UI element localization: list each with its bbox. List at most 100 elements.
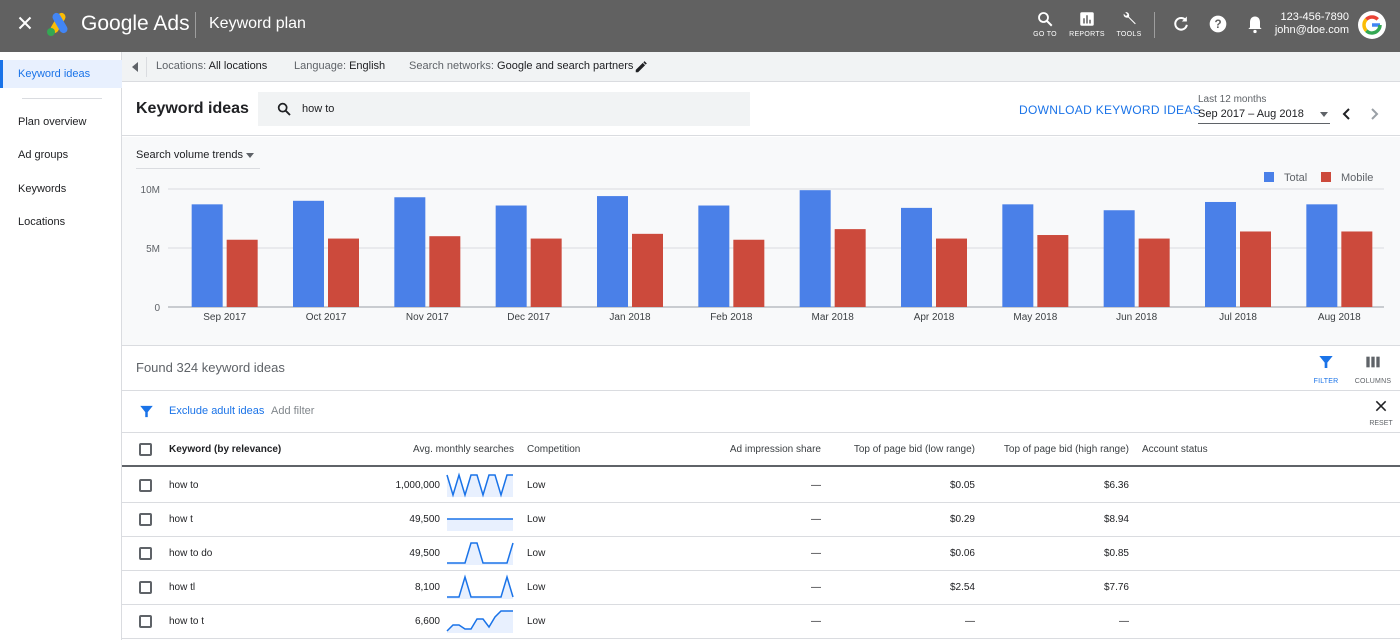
bar-total bbox=[901, 207, 932, 307]
row-checkbox[interactable] bbox=[139, 581, 152, 594]
plan-settings-bar: Locations: All locations Language: Engli… bbox=[122, 52, 1400, 82]
sidebar-item-ad-groups[interactable]: Ad groups bbox=[18, 149, 69, 161]
bar-mobile bbox=[226, 239, 258, 307]
search-volume-chart-panel: Search volume trends Total Mobile 0 5M 10M… bbox=[122, 137, 1400, 345]
header-bid-low[interactable]: Top of page bid (low range) bbox=[853, 444, 975, 455]
account-email: john@doe.com bbox=[1274, 24, 1349, 36]
account-id: 123-456-7890 bbox=[1280, 11, 1349, 23]
avatar[interactable] bbox=[1358, 11, 1386, 39]
trend-sparkline bbox=[447, 542, 514, 565]
legend-label-total: Total bbox=[1284, 172, 1308, 184]
download-keyword-ideas-button[interactable]: DOWNLOAD KEYWORD IDEAS bbox=[1019, 103, 1201, 117]
table-row[interactable]: how t 49,500 Low — $0.29 $8.94 bbox=[122, 503, 1400, 537]
header-account-status[interactable]: Account status bbox=[1142, 444, 1208, 455]
bar-total bbox=[1205, 201, 1236, 307]
ad-impression-share: — bbox=[811, 548, 821, 559]
select-all-checkbox[interactable] bbox=[139, 443, 152, 456]
bar-mobile bbox=[530, 238, 562, 307]
reports-label: REPORTS bbox=[1069, 31, 1105, 38]
header-avg-monthly-searches[interactable]: Avg. monthly searches bbox=[413, 444, 514, 455]
avg-monthly-searches: 1,000,000 bbox=[395, 480, 441, 491]
header-keyword[interactable]: Keyword (by relevance) bbox=[169, 444, 282, 455]
bid-high: — bbox=[1119, 616, 1129, 627]
keyword-text[interactable]: how t bbox=[169, 514, 193, 525]
bar-mobile bbox=[733, 239, 765, 307]
table-row[interactable]: how to t 6,600 Low — — — bbox=[122, 605, 1400, 639]
avg-monthly-searches: 49,500 bbox=[409, 548, 440, 559]
reset-button[interactable]: RESET bbox=[1368, 399, 1394, 427]
goto-label: GO TO bbox=[1033, 31, 1057, 38]
search-value: how to bbox=[302, 103, 335, 115]
x-tick-label: May 2018 bbox=[1013, 312, 1057, 323]
bid-low: — bbox=[965, 616, 975, 627]
row-checkbox[interactable] bbox=[139, 547, 152, 560]
bid-low: $2.54 bbox=[949, 582, 975, 593]
exclude-adult-ideas-filter[interactable]: Exclude adult ideas bbox=[169, 405, 265, 417]
results-count: Found 324 keyword ideas bbox=[136, 360, 285, 375]
date-range-value: Sep 2017 – Aug 2018 bbox=[1198, 108, 1330, 124]
chart-metric-select[interactable]: Search volume trends bbox=[136, 149, 260, 169]
header-competition[interactable]: Competition bbox=[527, 444, 581, 455]
networks-setting[interactable]: Search networks: Google and search partn… bbox=[409, 60, 633, 72]
page-title: Keyword plan bbox=[209, 15, 306, 32]
table-row[interactable]: how to do 49,500 Low — $0.06 $0.85 bbox=[122, 537, 1400, 571]
reports-button[interactable]: REPORTS bbox=[1067, 10, 1107, 38]
main-content: Locations: All locations Language: Engli… bbox=[122, 52, 1400, 640]
legend-swatch-total bbox=[1264, 172, 1274, 182]
pencil-icon[interactable] bbox=[634, 60, 648, 74]
keyword-text[interactable]: how to bbox=[169, 480, 199, 491]
tools-button[interactable]: TOOLS bbox=[1109, 10, 1149, 38]
account-info[interactable]: 123-456-7890 john@doe.com bbox=[1275, 11, 1349, 37]
columns-button[interactable]: COLUMNS bbox=[1353, 354, 1393, 385]
keyword-text[interactable]: how tl bbox=[169, 582, 196, 593]
sidebar-item-locations[interactable]: Locations bbox=[18, 216, 66, 228]
goto-button[interactable]: GO TO bbox=[1025, 10, 1065, 38]
competition: Low bbox=[527, 548, 546, 559]
table-row[interactable]: how to 1,000,000 Low — $0.05 $6.36 bbox=[122, 469, 1400, 503]
x-tick-label: Dec 2017 bbox=[507, 312, 550, 323]
keyword-search-input[interactable]: how to bbox=[258, 92, 750, 126]
table-row[interactable]: how tl 8,100 Low — $2.54 $7.76 bbox=[122, 571, 1400, 605]
chevron-right-icon[interactable] bbox=[1370, 108, 1380, 120]
competition: Low bbox=[527, 480, 546, 491]
bell-icon[interactable] bbox=[1245, 14, 1265, 34]
locations-setting[interactable]: Locations: All locations bbox=[156, 60, 267, 72]
bar-mobile bbox=[328, 238, 359, 307]
bar-total bbox=[799, 190, 831, 307]
x-tick-label: Jun 2018 bbox=[1116, 312, 1158, 323]
bid-high: $7.76 bbox=[1103, 582, 1129, 593]
header-ad-impression-share[interactable]: Ad impression share bbox=[729, 444, 821, 455]
sidebar-item-plan-overview[interactable]: Plan overview bbox=[18, 116, 87, 128]
refresh-icon[interactable] bbox=[1171, 14, 1191, 34]
row-checkbox[interactable] bbox=[139, 479, 152, 492]
row-checkbox[interactable] bbox=[139, 513, 152, 526]
tools-label: TOOLS bbox=[1116, 31, 1142, 38]
close-icon[interactable] bbox=[14, 12, 36, 34]
bar-total bbox=[495, 205, 527, 307]
language-setting[interactable]: Language: English bbox=[294, 60, 385, 72]
legend-mobile: Mobile bbox=[1321, 172, 1373, 184]
bid-low: $0.05 bbox=[949, 480, 975, 491]
sidebar-divider bbox=[22, 98, 102, 99]
help-icon[interactable]: ? bbox=[1208, 14, 1228, 34]
header-bid-high[interactable]: Top of page bid (high range) bbox=[1003, 444, 1129, 455]
ad-impression-share: — bbox=[811, 616, 821, 627]
date-range-selector[interactable]: Last 12 months Sep 2017 – Aug 2018 bbox=[1198, 94, 1330, 124]
sidebar-item-keywords[interactable]: Keywords bbox=[18, 183, 67, 195]
bid-high: $0.85 bbox=[1103, 548, 1129, 559]
row-checkbox[interactable] bbox=[139, 615, 152, 628]
bar-total bbox=[597, 196, 628, 307]
add-filter-button[interactable]: Add filter bbox=[271, 405, 315, 417]
filter-bar: Exclude adult ideas Add filter RESET bbox=[122, 391, 1400, 433]
close-icon bbox=[1375, 400, 1387, 412]
columns-label: COLUMNS bbox=[1354, 378, 1392, 385]
sidebar-item-keyword-ideas[interactable]: Keyword ideas bbox=[0, 60, 122, 88]
ad-impression-share: — bbox=[811, 582, 821, 593]
keyword-text[interactable]: how to do bbox=[169, 548, 213, 559]
collapse-arrow-icon[interactable] bbox=[130, 61, 140, 73]
keyword-text[interactable]: how to t bbox=[169, 616, 205, 627]
sparkline-line bbox=[447, 574, 514, 598]
filter-button[interactable]: FILTER bbox=[1306, 354, 1346, 385]
divider bbox=[1154, 12, 1155, 38]
chevron-left-icon[interactable] bbox=[1341, 108, 1351, 120]
